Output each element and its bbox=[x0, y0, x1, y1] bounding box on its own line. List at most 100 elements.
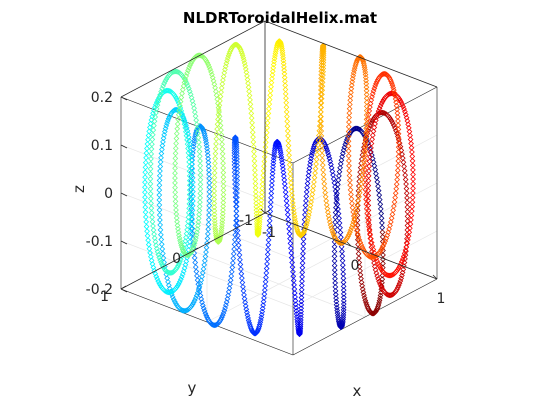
data-point bbox=[363, 116, 370, 123]
data-point bbox=[204, 148, 211, 155]
z-tick bbox=[120, 192, 128, 197]
data-point bbox=[297, 319, 304, 326]
data-point bbox=[363, 121, 370, 127]
data-point bbox=[197, 194, 204, 201]
data-point bbox=[320, 68, 326, 75]
data-point bbox=[206, 198, 213, 204]
data-point bbox=[142, 214, 149, 220]
data-point bbox=[391, 199, 398, 205]
data-point bbox=[266, 96, 273, 103]
data-point bbox=[216, 107, 222, 113]
data-point bbox=[185, 214, 192, 221]
data-point bbox=[196, 203, 203, 210]
data-point bbox=[158, 241, 165, 248]
data-point bbox=[183, 122, 189, 129]
data-point bbox=[402, 247, 409, 254]
data-point bbox=[375, 250, 382, 257]
data-point bbox=[233, 217, 239, 224]
data-point bbox=[401, 259, 408, 266]
data-point bbox=[147, 120, 154, 127]
data-point bbox=[283, 99, 290, 106]
data-point bbox=[241, 57, 247, 64]
data-point bbox=[173, 300, 179, 307]
data-point bbox=[372, 267, 379, 273]
data-point bbox=[366, 108, 373, 114]
data-point bbox=[172, 170, 178, 177]
data-point bbox=[279, 162, 286, 169]
data-point bbox=[309, 191, 316, 198]
data-point bbox=[346, 119, 352, 126]
data-point bbox=[331, 243, 338, 250]
data-point bbox=[307, 206, 313, 212]
data-point bbox=[408, 212, 415, 219]
data-point bbox=[234, 156, 240, 162]
data-point bbox=[387, 272, 394, 279]
z-tick bbox=[120, 144, 128, 149]
data-point bbox=[279, 49, 286, 56]
data-point bbox=[283, 95, 289, 102]
data-point bbox=[230, 250, 237, 257]
y-tick bbox=[264, 209, 271, 214]
data-point bbox=[299, 278, 305, 285]
data-point bbox=[285, 221, 292, 227]
data-point bbox=[265, 246, 271, 253]
data-point bbox=[285, 137, 292, 144]
data-point bbox=[326, 216, 333, 222]
data-point bbox=[334, 310, 341, 317]
data-point bbox=[204, 59, 211, 66]
x-tick bbox=[260, 208, 266, 214]
data-point bbox=[263, 270, 270, 276]
data-point bbox=[409, 194, 416, 201]
data-point bbox=[204, 231, 211, 237]
data-point bbox=[263, 265, 270, 272]
data-point bbox=[192, 235, 199, 242]
data-point bbox=[269, 178, 275, 184]
data-point bbox=[318, 109, 324, 115]
data-point bbox=[392, 190, 399, 197]
data-point bbox=[190, 140, 197, 147]
data-point bbox=[222, 63, 229, 70]
data-point bbox=[404, 240, 410, 247]
data-point bbox=[405, 237, 411, 243]
data-point bbox=[180, 83, 187, 89]
data-point bbox=[288, 250, 295, 256]
data-point bbox=[183, 80, 190, 87]
data-point bbox=[174, 125, 181, 132]
data-point bbox=[230, 255, 237, 262]
data-point bbox=[187, 234, 194, 241]
data-point bbox=[366, 158, 373, 165]
data-point bbox=[159, 261, 165, 268]
chart-title: NLDRToroidalHelix.mat bbox=[183, 9, 377, 27]
data-point bbox=[242, 66, 249, 72]
data-point bbox=[365, 187, 372, 194]
data-point bbox=[229, 260, 236, 266]
data-point bbox=[142, 209, 149, 216]
data-point bbox=[220, 195, 227, 202]
data-point bbox=[233, 212, 240, 219]
data-point bbox=[154, 97, 161, 103]
data-point bbox=[279, 52, 286, 59]
data-point bbox=[288, 245, 294, 252]
data-point bbox=[268, 83, 274, 90]
data-point bbox=[392, 125, 398, 131]
z-tick-label: 0.2 bbox=[91, 90, 113, 106]
data-point bbox=[269, 72, 276, 78]
data-point bbox=[238, 48, 245, 55]
data-point bbox=[218, 316, 224, 323]
data-point bbox=[219, 220, 226, 226]
data-point bbox=[305, 176, 311, 183]
box-edge-front bbox=[120, 20, 266, 98]
data-point bbox=[333, 195, 340, 202]
data-point bbox=[335, 177, 342, 183]
data-point bbox=[173, 135, 180, 142]
data-point bbox=[358, 242, 365, 248]
data-point bbox=[335, 181, 341, 188]
data-point bbox=[149, 131, 156, 138]
data-point bbox=[174, 121, 181, 127]
data-point bbox=[190, 143, 197, 150]
data-point bbox=[200, 266, 207, 272]
data-point bbox=[403, 114, 410, 121]
data-point bbox=[410, 185, 416, 192]
data-point bbox=[271, 58, 277, 65]
data-point bbox=[394, 267, 401, 273]
